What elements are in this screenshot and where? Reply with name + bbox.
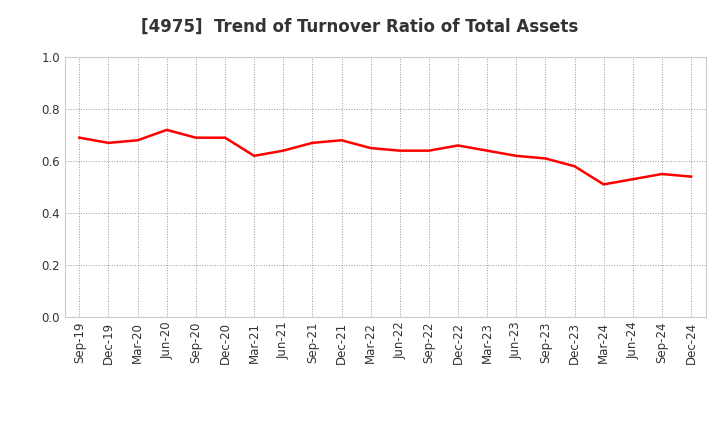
Text: [4975]  Trend of Turnover Ratio of Total Assets: [4975] Trend of Turnover Ratio of Total … <box>141 18 579 36</box>
